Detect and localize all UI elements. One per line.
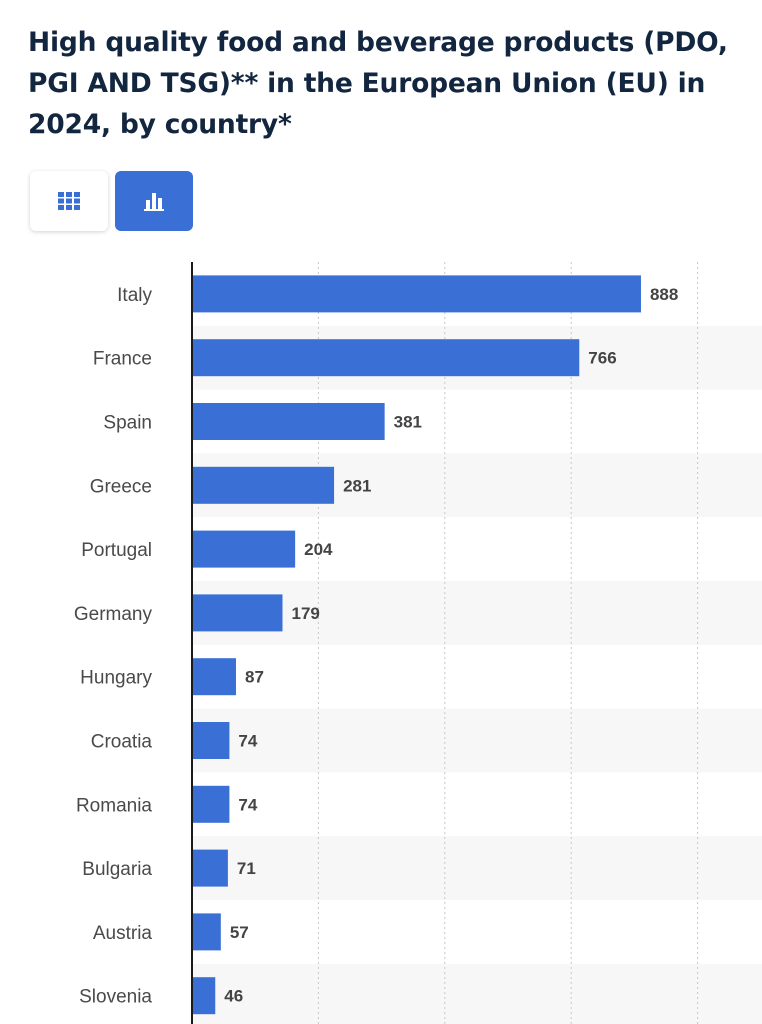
value-label: 888 [650,285,678,304]
bar [192,594,283,632]
bar [192,658,236,696]
bar [192,849,228,887]
bar [192,466,335,504]
value-label: 381 [394,413,422,432]
chart-title: High quality food and beverage products … [28,27,728,140]
row-band [192,836,762,900]
bar [192,530,296,568]
category-label: Romania [76,795,152,816]
category-label: France [93,349,152,370]
chart-view-button[interactable] [115,171,193,231]
value-label: 179 [292,604,320,623]
bar-chart-icon [144,193,164,211]
value-label: 766 [588,349,616,368]
table-view-button[interactable] [30,171,108,231]
value-label: 57 [230,923,249,942]
category-label: Hungary [80,668,152,689]
category-label: Croatia [91,732,153,753]
bar [192,977,216,1015]
category-label: Greece [90,476,152,497]
value-label: 46 [224,987,243,1006]
value-label: 281 [343,476,371,495]
category-label: Spain [103,413,152,434]
category-label: Germany [74,604,153,625]
value-label: 87 [245,668,264,687]
bar [192,785,230,823]
value-label: 74 [238,732,257,751]
bar [192,913,221,951]
category-label: Portugal [81,540,152,561]
bar [192,403,385,440]
category-label: Slovenia [79,987,152,1008]
row-band [192,581,762,645]
row-band [192,963,762,1024]
category-label: Italy [117,285,152,306]
category-label: Austria [93,923,153,944]
bar [192,275,641,313]
value-label: 74 [238,795,257,814]
value-label: 71 [237,859,256,878]
category-label: Bulgaria [82,859,152,880]
row-band [192,708,762,773]
grid-icon [58,192,80,210]
bar [192,339,580,377]
bar [192,722,230,759]
value-label: 204 [304,540,333,559]
